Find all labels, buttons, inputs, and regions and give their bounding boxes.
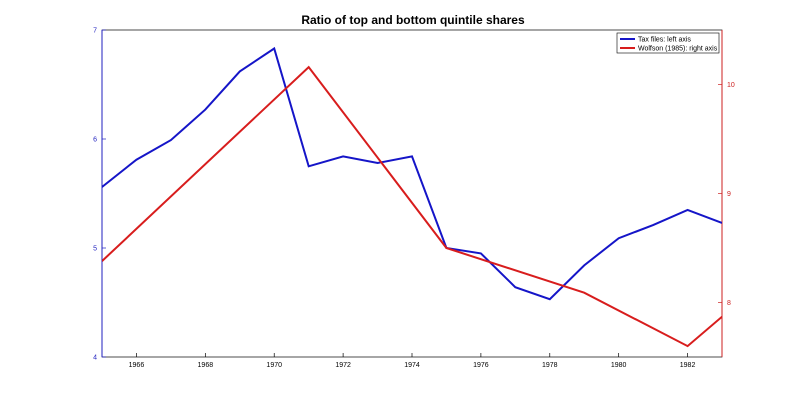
left-y-axis-ticks: 4 5 6 7: [93, 28, 106, 362]
x-tick-label: 1974: [404, 362, 420, 369]
legend-label: Tax files: left axis: [638, 37, 691, 44]
right-y-tick-label: 10: [727, 82, 735, 89]
x-tick-label: 1982: [680, 362, 696, 369]
series-line-wolfson: [102, 65, 722, 348]
series-line-tax-files: [102, 46, 722, 301]
right-y-tick-label: 9: [727, 191, 731, 198]
left-y-tick-label: 7: [93, 28, 97, 35]
legend: Tax files: left axis Wolfson (1985): righ…: [616, 32, 720, 54]
right-y-tick-label: 8: [727, 300, 731, 307]
x-tick-label: 1970: [266, 362, 282, 369]
plot-area: [101, 29, 723, 358]
x-tick-label: 1980: [611, 362, 627, 369]
x-tick-label: 1966: [129, 362, 145, 369]
x-tick-label: 1978: [542, 362, 558, 369]
x-tick-label: 1968: [198, 362, 214, 369]
left-y-tick-label: 5: [93, 246, 97, 253]
legend-label: Wolfson (1985): right axis: [638, 46, 718, 53]
chart-title: Ratio of top and bottom quintile shares: [301, 13, 525, 27]
x-axis: 1966 1968 1970 1972 1974 1976 1978 1980 1982: [129, 353, 696, 369]
left-y-tick-label: 4: [93, 355, 97, 362]
right-y-axis-ticks: 8 9 10: [718, 82, 735, 307]
x-tick-label: 1972: [335, 362, 351, 369]
x-tick-label: 1976: [473, 362, 489, 369]
left-y-tick-label: 6: [93, 137, 97, 144]
legend-box: [616, 32, 720, 54]
series-layer: [102, 46, 722, 348]
